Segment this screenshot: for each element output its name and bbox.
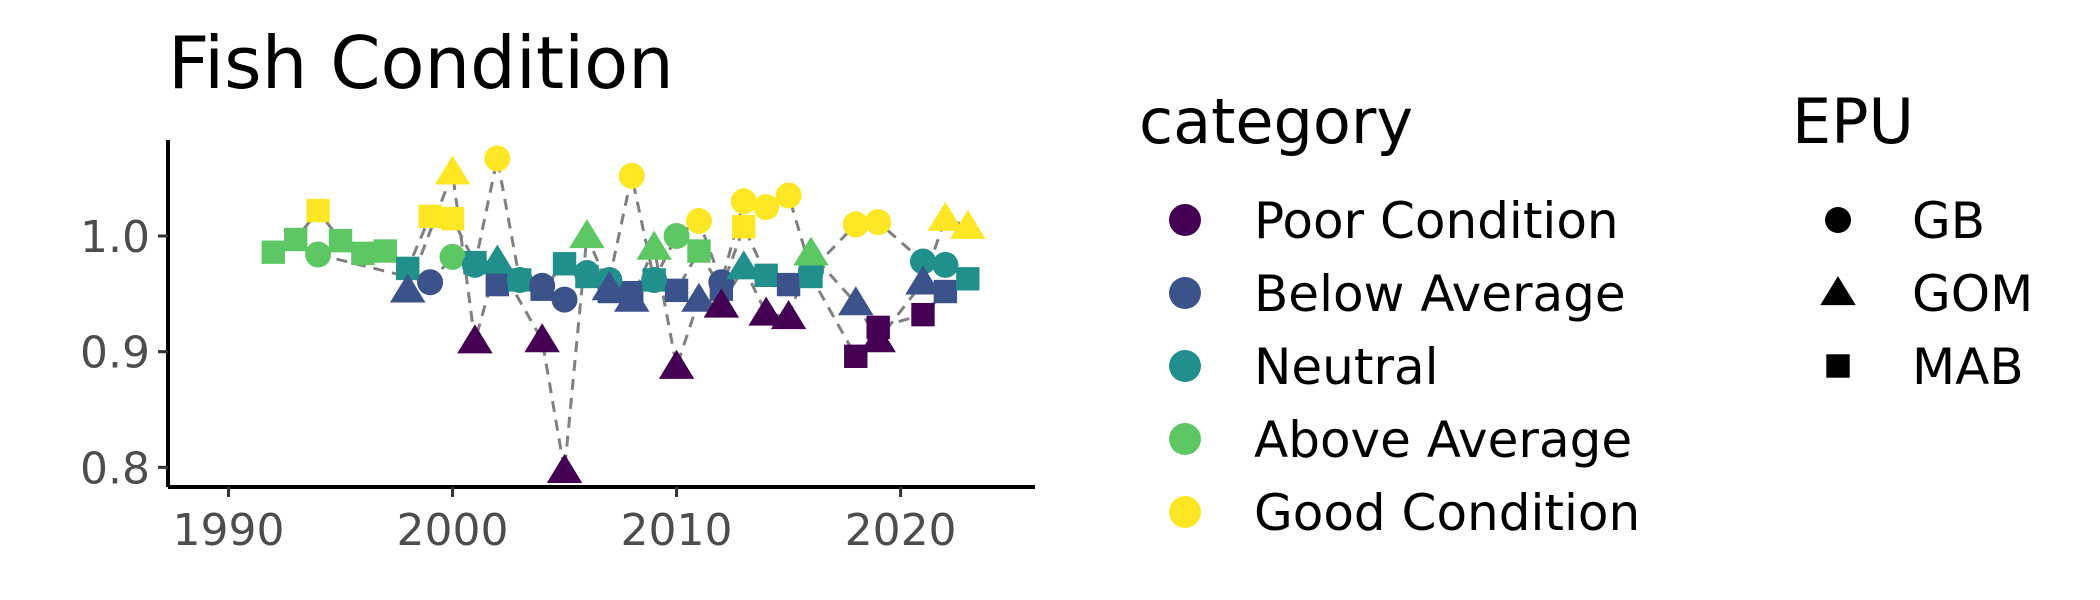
legend-key-neutral bbox=[1169, 350, 1201, 382]
x-tick-label-2010: 2010 bbox=[621, 505, 733, 556]
legend-label-poor-condition: Poor Condition bbox=[1254, 192, 1619, 250]
legend-label-good-condition: Good Condition bbox=[1254, 484, 1640, 542]
data-point-gb-2018 bbox=[842, 211, 869, 238]
data-point-gom-2004 bbox=[524, 323, 560, 353]
data-point-mab-2021 bbox=[911, 302, 935, 327]
data-point-gb-2004 bbox=[529, 272, 556, 299]
data-point-gb-2010 bbox=[663, 223, 690, 250]
legend-category: category Poor Condition Below Average Neut… bbox=[1139, 85, 1640, 542]
legend-epu: EPU GB GOM MAB bbox=[1792, 85, 2033, 396]
data-point-gom-2006 bbox=[569, 219, 605, 249]
data-point-mab-1999 bbox=[418, 204, 442, 229]
legend-key-mab bbox=[1826, 354, 1850, 378]
data-point-mab-2011 bbox=[687, 239, 711, 263]
data-point-gom-2018 bbox=[838, 286, 874, 316]
data-point-mab-2002 bbox=[485, 272, 510, 297]
legend-label-mab: MAB bbox=[1912, 338, 2024, 396]
data-point-gb-2008 bbox=[618, 162, 645, 189]
data-point-mab-2022 bbox=[933, 279, 958, 304]
y-tick-label-0.8: 0.8 bbox=[80, 443, 150, 494]
y-tick-label-0.9: 0.9 bbox=[80, 328, 150, 379]
legend-epu-title: EPU bbox=[1792, 85, 1914, 158]
data-point-mab-2013 bbox=[732, 215, 756, 239]
legend-key-poor-condition bbox=[1169, 204, 1201, 236]
data-point-gom-2016 bbox=[793, 236, 829, 266]
data-point-gom-2010 bbox=[658, 349, 695, 379]
data-point-mab-1998 bbox=[396, 256, 420, 281]
data-point-gom-2012 bbox=[703, 288, 740, 318]
legend-key-gom bbox=[1820, 276, 1856, 306]
data-point-gom-2019 bbox=[860, 323, 896, 353]
data-point-gom-2023 bbox=[950, 209, 986, 239]
data-point-gb-1994 bbox=[305, 241, 332, 268]
legend-key-good-condition bbox=[1169, 496, 1201, 528]
x-tick-label-2020: 2020 bbox=[845, 505, 957, 556]
data-point-gb-2005 bbox=[551, 286, 578, 313]
data-point-gom-2008 bbox=[613, 282, 650, 312]
data-point-gb-2002 bbox=[484, 145, 511, 172]
data-point-mab-1993 bbox=[283, 227, 308, 252]
data-point-gb-2006 bbox=[573, 260, 600, 287]
data-point-mab-2014 bbox=[754, 263, 778, 288]
chart-title: Fish Condition bbox=[168, 21, 674, 105]
legend-key-gb bbox=[1825, 207, 1851, 233]
data-point-gb-2001 bbox=[461, 251, 488, 278]
legend-category-title: category bbox=[1139, 85, 1413, 158]
data-point-mab-1992 bbox=[261, 240, 285, 264]
data-point-gb-2014 bbox=[753, 194, 780, 221]
data-point-gom-2000 bbox=[434, 155, 471, 185]
data-point-mab-1996 bbox=[351, 241, 375, 266]
data-point-gom-2021 bbox=[905, 265, 941, 295]
data-point-gom-2015 bbox=[770, 300, 807, 330]
data-point-gb-2012 bbox=[708, 269, 735, 296]
data-point-gom-2009 bbox=[636, 230, 672, 260]
data-point-mab-2000 bbox=[440, 206, 465, 231]
data-point-gom-2001 bbox=[457, 324, 493, 354]
data-point-mab-1997 bbox=[373, 239, 398, 263]
legend-label-neutral: Neutral bbox=[1254, 338, 1439, 396]
data-point-gom-2002 bbox=[479, 244, 516, 274]
data-point-gb-2013 bbox=[730, 188, 757, 215]
data-point-mab-2015 bbox=[776, 272, 801, 297]
axes: 1990 2000 2010 2020 0.8 0.9 1.0 bbox=[80, 140, 1035, 556]
data-point-gom-2011 bbox=[681, 282, 717, 312]
data-point-mab-2010 bbox=[664, 278, 689, 303]
data-point-gb-1999 bbox=[417, 269, 444, 296]
x-tick-label-1990: 1990 bbox=[172, 505, 284, 556]
data-point-gb-2011 bbox=[685, 207, 712, 234]
data-point-gb-2019 bbox=[865, 209, 892, 236]
x-tick-label-2000: 2000 bbox=[397, 505, 509, 556]
data-point-mab-2005 bbox=[552, 252, 577, 276]
legend-key-below-average bbox=[1169, 277, 1201, 309]
data-point-gb-2009 bbox=[641, 266, 668, 293]
data-point-mab-1994 bbox=[306, 198, 330, 223]
y-tick-label-1.0: 1.0 bbox=[80, 212, 150, 263]
data-point-gom-2013 bbox=[726, 250, 762, 280]
data-point-gom-1998 bbox=[389, 273, 426, 303]
data-point-gom-2007 bbox=[591, 271, 628, 301]
legend-label-below-average: Below Average bbox=[1254, 265, 1626, 323]
data-point-gb-2021 bbox=[909, 248, 936, 275]
data-point-gb-2000 bbox=[439, 243, 466, 270]
data-point-gom-2022 bbox=[927, 201, 964, 231]
data-point-mab-1995 bbox=[328, 228, 353, 253]
legend-label-gom: GOM bbox=[1912, 265, 2033, 323]
data-point-mab-2023 bbox=[956, 267, 980, 291]
legend-label-above-average: Above Average bbox=[1254, 411, 1632, 469]
data-points bbox=[261, 145, 986, 483]
legend-label-gb: GB bbox=[1912, 192, 1985, 250]
legend-key-above-average bbox=[1169, 423, 1201, 455]
data-point-gb-2022 bbox=[932, 251, 959, 278]
data-point-gom-2005 bbox=[546, 453, 583, 483]
data-point-gb-2015 bbox=[775, 182, 802, 209]
data-point-gom-2014 bbox=[748, 296, 784, 326]
